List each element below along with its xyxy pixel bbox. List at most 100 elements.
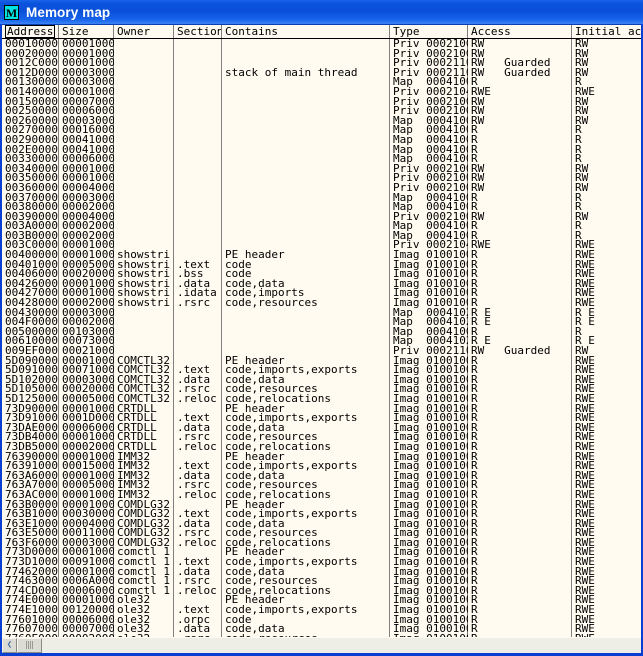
table-row[interactable]: 00401000 00005000 showstri .text code Imag 01… — [2, 259, 641, 270]
column-header-contains[interactable]: Contains — [222, 25, 390, 38]
table-row[interactable]: 763AC000 00001000 IMM32 .reloc code,relocati… — [2, 488, 641, 500]
title-bar[interactable]: M Memory map — [0, 0, 643, 24]
table-row[interactable]: 0012D000 00003000 stack of main thread Priv… — [2, 67, 641, 78]
table-row[interactable]: 73D90000 00001000 CRTDLL PE header Imag 0100… — [2, 402, 641, 414]
table-row[interactable]: 00426000 00001000 showstri .data code,data Im… — [2, 277, 641, 289]
cell-type: Map 00041020 — [393, 306, 468, 318]
table-row[interactable]: 763A6000 00001000 IMM32 .data code,data Imag … — [2, 470, 641, 481]
table-row[interactable]: 5D125000 00005000 COMCTL32 .reloc code,reloc… — [2, 393, 641, 404]
table-row[interactable]: 7760E00000002000ole32.rsrccode,resources… — [2, 633, 641, 637]
table-row[interactable]: 5D091000 00071000 COMCTL32 .text code,import… — [2, 364, 641, 375]
column-header-access[interactable]: Access — [468, 25, 572, 38]
header-separator-type[interactable] — [389, 25, 390, 38]
table-row[interactable]: 774E1000 00120000 ole32 .text code,imports,e… — [2, 604, 641, 615]
cell-initial: RWE — [575, 575, 595, 587]
scrollbar-track[interactable] — [42, 637, 641, 653]
header-separator-section[interactable] — [173, 25, 174, 38]
table-row[interactable]: 77463000 0006A000 comctl_1 .rsrc code,resour… — [2, 575, 641, 587]
column-header-row[interactable]: Address Size Owner Section Contains Type Acces… — [2, 25, 641, 39]
table-row[interactable]: 5D105000 00020000 COMCTL32 .rsrc code,resour… — [2, 383, 641, 394]
column-header-type[interactable]: Type — [390, 25, 468, 38]
horizontal-scrollbar[interactable]: ❮ — [2, 637, 641, 653]
table-row[interactable]: 73DAE000 00006000 CRTDLL .data code,data Imag… — [2, 421, 641, 433]
cell-address: 73DB5000 — [5, 440, 58, 452]
table-row[interactable]: 773D1000 00091000 comctl_1 .text code,import… — [2, 556, 641, 567]
table-row[interactable]: 763B0000 00001000 COMDLG32 PE header Imag 01… — [2, 499, 641, 510]
cell-access: R — [471, 421, 478, 433]
cell-address: 00406000 — [5, 268, 58, 280]
cell-access: R — [471, 623, 478, 635]
cell-initial: RWE — [575, 536, 595, 548]
table-row[interactable]: 76391000 00015000 IMM32 .text code,imports,e… — [2, 460, 641, 471]
table-row[interactable]: 774CD000 00006000 comctl_1 .reloc code,reloc… — [2, 585, 641, 596]
table-row[interactable]: 73D91000 0001D000 CRTDLL .text code,imports,… — [2, 412, 641, 423]
table-row[interactable]: 77607000 00007000 ole32 .data code,data Imag … — [2, 623, 641, 635]
table-row[interactable]: 774E0000 00001000 ole32 PE header Imag 01001… — [2, 594, 641, 605]
column-header-initial[interactable]: Initial acc — [572, 25, 641, 38]
column-header-section[interactable]: Section — [174, 25, 222, 38]
table-row[interactable]: 5D090000 00001000 COMCTL32 PE header Imag 01… — [2, 354, 641, 366]
cell-address: 004F0000 — [5, 316, 58, 328]
table-row[interactable]: 73DB5000 00002000 CRTDLL .reloc code,relocat… — [2, 440, 641, 452]
table-row[interactable]: 76390000 00001000 IMM32 PE header Imag 01001… — [2, 451, 641, 462]
table-row[interactable]: 77462000 00001000 comctl_1 .data code,data Im… — [2, 566, 641, 577]
scrollbar-thumb[interactable] — [17, 637, 42, 653]
header-separator-access[interactable] — [467, 25, 468, 38]
header-separator-contains[interactable] — [221, 25, 222, 38]
scroll-left-arrow-icon[interactable]: ❮ — [2, 637, 17, 653]
table-row[interactable]: 763B1000 00030000 COMDLG32 .text code,import… — [2, 508, 641, 519]
header-separator-size[interactable] — [58, 25, 59, 38]
table-row[interactable]: 73DB4000 00001000 CRTDLL .rsrc code,resource… — [2, 431, 641, 442]
table-row[interactable]: 763A7000 00005000 IMM32 .rsrc code,resources… — [2, 479, 641, 490]
table-row[interactable]: 763F6000 00003000 COMDLG32 .reloc code,reloc… — [2, 536, 641, 548]
table-row[interactable]: 773D0000 00001000 comctl_1 PE header Imag 01… — [2, 546, 641, 557]
table-row[interactable]: 763E1000 00004000 COMDLG32 .data code,data Im… — [2, 518, 641, 529]
table-row[interactable]: 0012C000 00001000 Priv 00021104RW Guarded R… — [2, 57, 641, 68]
table-row[interactable]: 00406000 00020000 showstri .bss code Imag 010… — [2, 268, 641, 280]
table-row[interactable]: 5D102000 00003000 COMCTL32 .data code,data Im… — [2, 374, 641, 385]
cell-access: R E — [471, 316, 491, 328]
column-header-size[interactable]: Size — [59, 25, 114, 38]
cell-access: R — [471, 354, 478, 366]
header-separator-owner[interactable] — [113, 25, 114, 38]
cell-access: R — [471, 488, 478, 500]
table-row[interactable]: 00428000 00002000 showstri .rsrc code,resour… — [2, 297, 641, 308]
cell-contains: PE header — [225, 402, 285, 414]
table-row[interactable]: 763E5000 00011000 COMDLG32 .rsrc code,resour… — [2, 527, 641, 538]
cell-size: 00001000 — [62, 277, 114, 289]
table-row[interactable]: 77601000 00006000 ole32 .orpc code Imag 01001… — [2, 614, 641, 625]
cell-type: Priv 00021004 — [393, 47, 468, 59]
table-row[interactable]: 009EF000 00021000 Priv 00021104RW Guarded R… — [2, 345, 641, 356]
column-header-owner[interactable]: Owner — [114, 25, 174, 38]
column-header-address[interactable]: Address — [2, 25, 59, 38]
table-row[interactable]: 00427000 00001000 showstri .idata code,impor… — [2, 287, 641, 298]
table-row[interactable]: 00400000 00001000 showstri PE header Imag 01… — [2, 249, 641, 260]
header-separator-initial[interactable] — [571, 25, 572, 38]
